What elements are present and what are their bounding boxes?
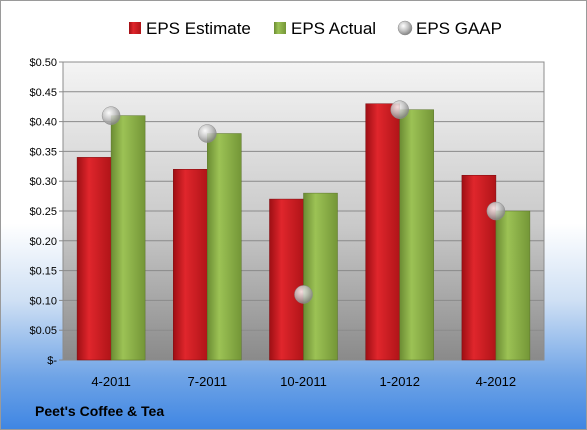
bars <box>76 103 531 361</box>
legend-swatch <box>274 22 286 34</box>
marker-eps-gaap <box>486 201 506 221</box>
marker-eps-gaap <box>294 285 313 304</box>
y-tick-label: $0.45 <box>29 87 57 99</box>
legend-label: EPS Estimate <box>146 19 251 38</box>
legend-label: EPS GAAP <box>416 19 502 38</box>
bar-eps-estimate <box>269 198 304 361</box>
y-tick-label: $0.50 <box>29 57 57 69</box>
y-tick-label: $0.05 <box>29 325 57 337</box>
y-tick-label: $0.35 <box>29 146 57 158</box>
gaap-markers <box>101 100 506 304</box>
marker-eps-gaap <box>101 106 121 125</box>
y-tick-label: $0.40 <box>29 117 57 129</box>
y-tick-label: $0.10 <box>29 295 57 307</box>
legend: EPS Estimate EPS Actual EPS GAAP <box>129 19 502 38</box>
bar-eps-actual <box>495 210 531 361</box>
x-axis: 4-2011 7-2011 10-2011 1-2012 4-2012 <box>91 374 516 389</box>
marker-eps-gaap <box>198 124 217 143</box>
bar-eps-actual <box>110 115 146 361</box>
bar-eps-actual <box>399 109 434 361</box>
bar-eps-actual <box>303 192 338 361</box>
y-tick-label: $0.20 <box>29 236 57 248</box>
company-name: Peet's Coffee & Tea <box>35 403 165 419</box>
legend-label: EPS Actual <box>291 19 376 38</box>
x-tick-label: 10-2011 <box>280 374 327 389</box>
legend-swatch <box>129 22 141 34</box>
y-tick-label: $0.15 <box>29 266 57 278</box>
x-tick-label: 7-2011 <box>188 374 228 389</box>
y-tick-label: $0.25 <box>29 206 57 218</box>
bar-eps-estimate <box>461 174 497 361</box>
x-tick-label: 4-2011 <box>91 374 131 389</box>
bar-eps-estimate <box>76 157 112 361</box>
marker-eps-gaap <box>390 100 409 119</box>
x-tick-label: 4-2012 <box>476 374 516 389</box>
y-tick-label: $- <box>47 355 57 367</box>
y-axis: $- $0.05 $0.10 $0.15 $0.20 $0.25 $0.30 $0.35 $0.… <box>29 57 63 367</box>
bar-eps-estimate <box>365 103 400 361</box>
bar-eps-estimate <box>173 169 208 361</box>
bar-eps-actual <box>207 133 242 361</box>
x-tick-label: 1-2012 <box>379 374 419 389</box>
y-tick-label: $0.30 <box>29 176 57 188</box>
legend-swatch <box>397 20 413 36</box>
